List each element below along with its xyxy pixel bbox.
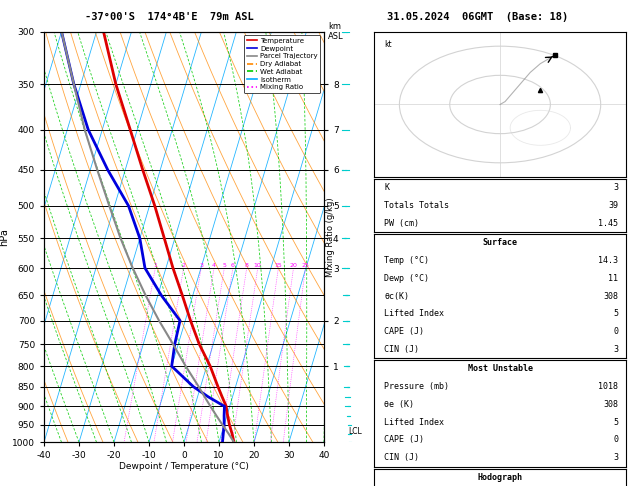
Text: Pressure (mb): Pressure (mb) [384, 382, 449, 391]
Text: Dewp (°C): Dewp (°C) [384, 274, 430, 283]
Text: 1: 1 [153, 263, 157, 268]
Text: 3: 3 [613, 345, 618, 354]
Text: kt: kt [384, 40, 392, 50]
Text: 3: 3 [199, 263, 203, 268]
Y-axis label: hPa: hPa [0, 228, 9, 246]
Text: Mixing Ratio (g/kg): Mixing Ratio (g/kg) [326, 197, 335, 277]
Text: 31.05.2024  06GMT  (Base: 18): 31.05.2024 06GMT (Base: 18) [387, 12, 569, 22]
Text: 15: 15 [274, 263, 282, 268]
X-axis label: Dewpoint / Temperature (°C): Dewpoint / Temperature (°C) [119, 462, 249, 470]
Text: K: K [384, 183, 389, 192]
Text: 20: 20 [289, 263, 298, 268]
Text: CAPE (J): CAPE (J) [384, 327, 425, 336]
Text: 39: 39 [608, 201, 618, 210]
Text: -37°00'S  174°4B'E  79m ASL: -37°00'S 174°4B'E 79m ASL [86, 12, 254, 22]
Text: 1.45: 1.45 [598, 219, 618, 228]
Text: 11: 11 [608, 274, 618, 283]
Text: 8: 8 [245, 263, 248, 268]
Legend: Temperature, Dewpoint, Parcel Trajectory, Dry Adiabat, Wet Adiabat, Isotherm, Mi: Temperature, Dewpoint, Parcel Trajectory… [244, 35, 320, 93]
Text: Most Unstable: Most Unstable [467, 364, 533, 374]
Text: 5: 5 [223, 263, 226, 268]
Text: 1018: 1018 [598, 382, 618, 391]
Text: 25: 25 [301, 263, 309, 268]
Text: θc(K): θc(K) [384, 292, 409, 301]
Text: km
ASL: km ASL [328, 22, 344, 40]
Text: 4: 4 [212, 263, 216, 268]
Text: 0: 0 [613, 327, 618, 336]
Text: CIN (J): CIN (J) [384, 453, 420, 462]
Text: 308: 308 [603, 400, 618, 409]
Text: Temp (°C): Temp (°C) [384, 256, 430, 265]
Text: 3: 3 [613, 183, 618, 192]
Text: PW (cm): PW (cm) [384, 219, 420, 228]
Text: Totals Totals: Totals Totals [384, 201, 449, 210]
Text: θe (K): θe (K) [384, 400, 415, 409]
Text: Surface: Surface [482, 238, 518, 247]
Text: CIN (J): CIN (J) [384, 345, 420, 354]
Text: 308: 308 [603, 292, 618, 301]
Text: 0: 0 [613, 435, 618, 445]
Text: CAPE (J): CAPE (J) [384, 435, 425, 445]
Text: Hodograph: Hodograph [477, 473, 523, 482]
Text: Lifted Index: Lifted Index [384, 309, 444, 318]
Text: LCL: LCL [348, 427, 362, 436]
Text: 3: 3 [613, 453, 618, 462]
Text: 10: 10 [254, 263, 262, 268]
Text: 2: 2 [182, 263, 186, 268]
Text: 5: 5 [613, 309, 618, 318]
Text: 5: 5 [613, 417, 618, 427]
Text: 6: 6 [231, 263, 235, 268]
Text: 14.3: 14.3 [598, 256, 618, 265]
Text: Lifted Index: Lifted Index [384, 417, 444, 427]
